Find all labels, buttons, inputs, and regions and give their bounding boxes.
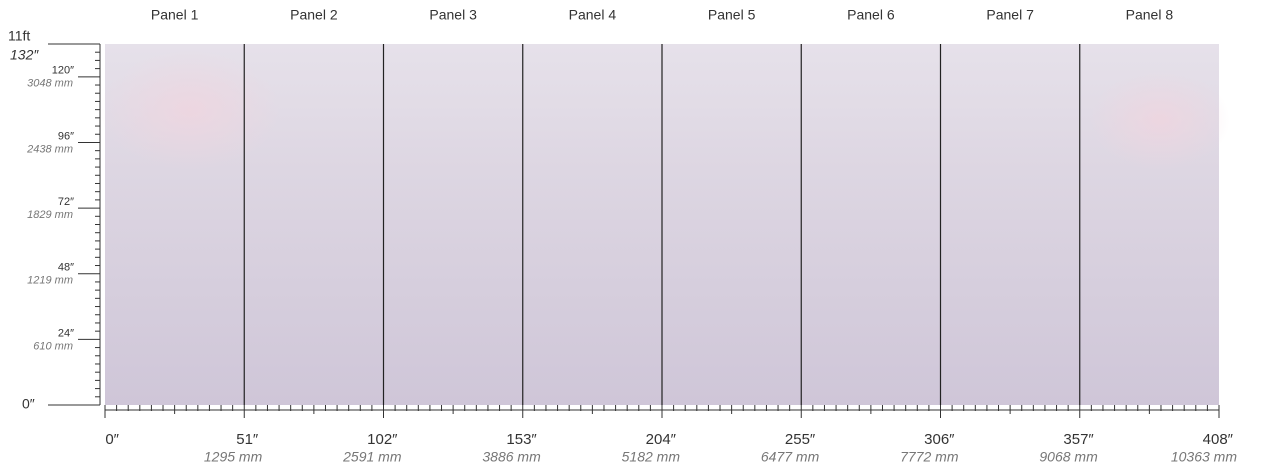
y-tick-mm: 1219 mm	[27, 275, 73, 287]
mural-tint	[1090, 70, 1230, 170]
x-tick-mm: 7772 mm	[900, 449, 959, 465]
x-tick-label: 357″	[1063, 431, 1094, 448]
x-tick-mm: 9068 mm	[1039, 449, 1098, 465]
height-label: 11ft	[8, 28, 30, 44]
x-tick-label: 204″	[646, 431, 677, 448]
panel-label: Panel 8	[1126, 7, 1174, 23]
y-tick-label: 132″	[10, 47, 39, 63]
x-tick-mm: 2591 mm	[342, 449, 402, 465]
x-tick-label: 51″	[236, 431, 259, 448]
y-tick-mm: 2438 mm	[26, 143, 73, 155]
panel-label: Panel 1	[151, 7, 199, 23]
x-tick-mm: 5182 mm	[622, 449, 681, 465]
panel-label: Panel 4	[569, 7, 617, 23]
panel-label: Panel 5	[708, 7, 756, 23]
y-tick-label: 72″	[58, 196, 74, 208]
panel-label: Panel 7	[986, 7, 1034, 23]
y-tick-label: 48″	[58, 262, 74, 274]
y-tick-mm: 610 mm	[33, 340, 73, 352]
panel-label: Panel 6	[847, 7, 895, 23]
y-tick-label: 0″	[22, 396, 35, 412]
x-tick-label: 153″	[506, 431, 537, 448]
x-tick-mm: 3886 mm	[482, 449, 541, 465]
mural-tint	[100, 50, 280, 170]
y-tick-label: 120″	[52, 65, 74, 77]
x-tick-mm: 6477 mm	[761, 449, 820, 465]
x-tick-label: 306″	[924, 431, 955, 448]
x-tick-mm: 10363 mm	[1171, 449, 1237, 465]
y-tick-label: 96″	[58, 130, 74, 142]
y-tick-label: 24″	[58, 327, 74, 339]
panel-label: Panel 2	[290, 7, 338, 23]
panel-label: Panel 3	[429, 7, 477, 23]
x-tick-mm: 1295 mm	[204, 449, 263, 465]
y-tick-mm: 1829 mm	[27, 209, 73, 221]
y-tick-mm: 3048 mm	[27, 78, 73, 90]
x-tick-label: 0″	[105, 431, 119, 448]
x-tick-label: 255″	[785, 431, 816, 448]
x-tick-label: 408″	[1203, 431, 1234, 448]
x-tick-label: 102″	[367, 431, 398, 448]
